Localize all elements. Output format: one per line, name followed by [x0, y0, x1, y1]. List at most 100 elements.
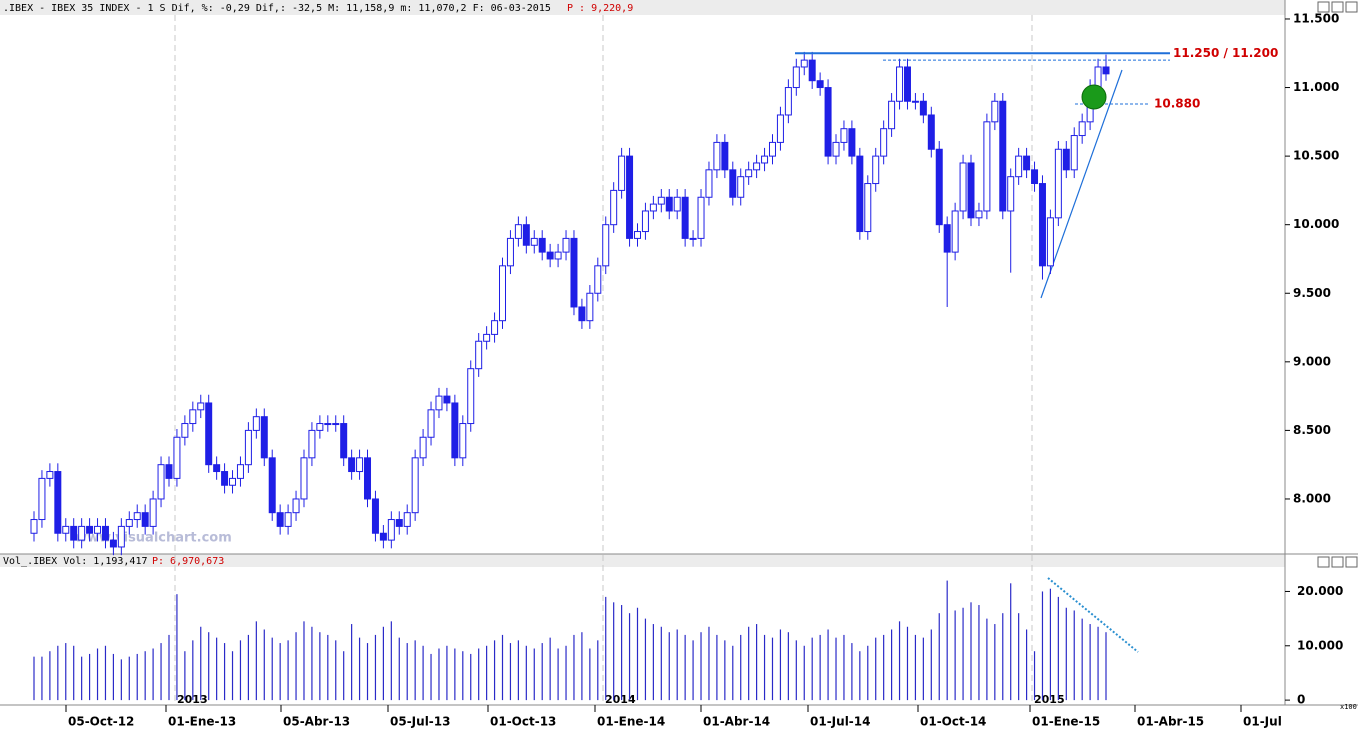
candle-body	[713, 141, 721, 171]
candle-body	[316, 423, 324, 431]
candle-body	[1102, 66, 1110, 75]
candle-body	[379, 532, 387, 541]
window-button[interactable]	[1317, 556, 1330, 568]
candle-body	[236, 464, 244, 479]
date-label: 01-Ene-15	[1032, 715, 1100, 729]
y-tick-label: 8.500	[1293, 423, 1331, 437]
y-tick-label: 8.000	[1293, 491, 1331, 505]
candle-body	[1015, 155, 1023, 178]
candle-body	[896, 66, 904, 102]
candle-body	[514, 224, 522, 239]
y-tick-label: 9.000	[1293, 354, 1331, 368]
candle-body	[451, 402, 459, 459]
candle-body	[808, 59, 816, 82]
candle-body	[197, 402, 205, 411]
candle-body	[467, 368, 475, 425]
candle-body	[888, 100, 896, 130]
candle-body	[213, 464, 221, 473]
candle-body	[562, 237, 570, 253]
y-tick-label: 10.500	[1293, 149, 1339, 163]
candle-body	[387, 519, 395, 541]
candle-body	[443, 395, 451, 404]
candle-body	[705, 169, 713, 198]
candle-body	[522, 224, 530, 246]
candle-body	[832, 141, 840, 157]
candle-body	[721, 141, 729, 171]
candle-body	[689, 237, 697, 240]
candle-body	[356, 457, 364, 473]
candle-body	[570, 237, 578, 308]
candle-body	[745, 169, 753, 178]
candle-body	[276, 512, 284, 527]
candle-body	[1038, 183, 1046, 267]
candle-body	[975, 210, 983, 219]
y2-tick-label: 10.000	[1297, 638, 1343, 652]
candle-body	[840, 128, 848, 143]
candle-body	[86, 525, 94, 534]
candle-body	[506, 237, 514, 267]
candle-body	[578, 306, 586, 322]
candle-body	[761, 155, 769, 164]
candle-body	[30, 519, 38, 534]
candle-body	[848, 128, 856, 157]
candle-body	[308, 429, 316, 459]
candle-body	[649, 203, 657, 212]
header-bar	[0, 0, 1285, 15]
candle-body	[499, 265, 507, 322]
candle-body	[1023, 155, 1031, 171]
date-label: 01-Ene-14	[597, 715, 665, 729]
candle-body	[776, 114, 784, 143]
window-button[interactable]	[1345, 1, 1358, 13]
candle-body	[459, 423, 467, 459]
candle-body	[340, 423, 348, 459]
volume-unit: x100	[1340, 703, 1357, 711]
candle-body	[332, 423, 340, 426]
candle-body	[125, 519, 133, 527]
annotation: 11.250 / 11.200	[1173, 46, 1278, 60]
candle-body	[903, 66, 911, 102]
candle-body	[919, 100, 927, 116]
candle-body	[554, 251, 562, 260]
candle-body	[864, 183, 872, 233]
volume-trend-line	[1047, 577, 1139, 653]
candle-body	[157, 464, 165, 500]
candle-body	[626, 155, 634, 239]
window-button[interactable]	[1345, 556, 1358, 568]
candle-body	[816, 80, 824, 89]
candle-body	[78, 525, 86, 541]
candle-body	[856, 155, 864, 233]
candle-body	[403, 512, 411, 527]
candle-body	[221, 471, 229, 486]
candle-body	[1007, 176, 1015, 212]
candle-body	[244, 429, 252, 466]
candle-body	[872, 155, 880, 185]
window-button[interactable]	[1317, 1, 1330, 13]
candle-body	[911, 100, 919, 103]
candle-body	[141, 512, 149, 527]
candle-body	[1054, 148, 1062, 219]
candle-body	[633, 231, 641, 239]
candle-body	[967, 162, 975, 219]
date-label: 05-Jul-13	[390, 715, 450, 729]
candle-body	[991, 100, 999, 123]
candle-body	[737, 176, 745, 198]
y2-tick-label: 0	[1297, 693, 1305, 707]
candle-body	[1031, 169, 1039, 185]
candle-body	[951, 210, 959, 253]
candle-body	[602, 224, 610, 267]
candle-body	[618, 155, 626, 191]
candle-body	[530, 237, 538, 246]
candle-body	[149, 498, 157, 527]
candle-body	[46, 471, 54, 479]
candle-body	[173, 436, 181, 479]
date-label: 01-Jul-14	[810, 715, 870, 729]
candle-body	[959, 162, 967, 212]
candle-body	[586, 292, 594, 322]
candle-body	[284, 512, 292, 527]
candle-body	[983, 121, 991, 212]
annotation: 10.880	[1154, 97, 1200, 111]
window-button[interactable]	[1331, 556, 1344, 568]
window-button[interactable]	[1331, 1, 1344, 13]
candle-body	[538, 237, 546, 253]
candle-body	[395, 519, 403, 527]
